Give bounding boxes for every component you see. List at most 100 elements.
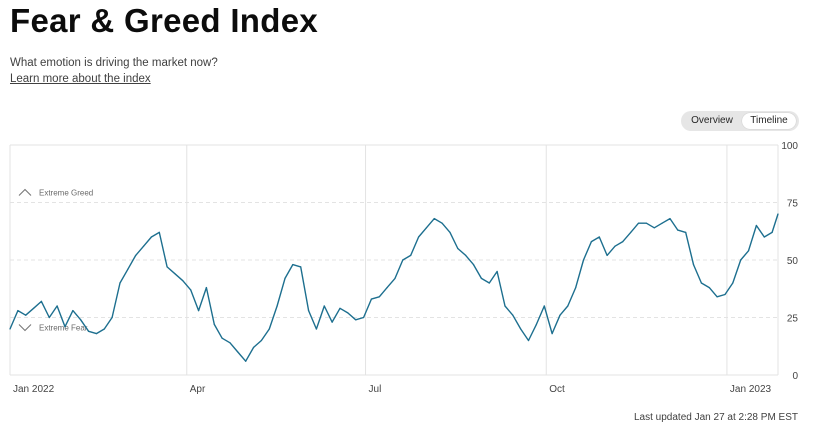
data-point [480,277,483,279]
data-point [449,231,451,233]
data-point [747,250,750,252]
data-point [771,231,773,233]
data-point [72,310,74,312]
data-point [347,312,349,314]
data-point [190,289,192,291]
data-point [268,328,270,330]
data-point [197,310,200,312]
data-point [40,300,43,302]
data-point [25,314,27,316]
data-point [637,222,640,224]
data-point [590,241,593,243]
data-point [598,236,600,238]
data-point [111,316,113,319]
overview-tab[interactable]: Overview [691,115,733,126]
data-point [724,293,726,296]
data-point [732,282,734,284]
data-point [582,259,585,261]
data-point [402,259,404,261]
data-point [245,360,247,362]
data-point [362,316,365,319]
data-point [496,270,498,273]
x-axis-ticks: Jan 2022 Apr Jul Oct Jan 2023 [13,384,772,395]
data-point [292,264,294,266]
data-point [567,305,569,307]
data-point [237,351,239,353]
data-point [119,282,121,284]
chart-bands: Extreme Greed Extreme Fear [18,188,93,333]
data-point [622,241,624,243]
data-point [716,296,718,298]
y-tick-label: 50 [787,256,799,267]
data-point [661,222,663,224]
data-point [252,346,255,348]
data-point [307,310,310,312]
chevron-up-icon [18,188,32,196]
data-point [677,229,679,231]
data-point [457,247,459,250]
x-tick-label: Jan 2023 [730,384,772,395]
data-point [708,287,710,289]
data-point [135,254,137,256]
data-point [777,213,779,215]
data-point [543,305,545,307]
chevron-down-icon [18,324,32,332]
data-point [488,282,490,284]
data-point [17,310,19,312]
data-point [606,254,608,256]
data-point [520,328,522,330]
data-point [32,307,35,309]
y-tick-label: 0 [792,371,798,382]
data-point [221,337,223,339]
timeline-tab[interactable]: Timeline [742,113,796,129]
data-point [535,323,538,325]
x-tick-label: Oct [549,384,565,395]
data-point [755,224,757,227]
y-tick-label: 75 [787,199,799,210]
data-point [465,254,467,256]
data-point [692,264,695,266]
data-point [740,259,742,261]
data-point [150,236,153,238]
data-point [417,236,420,238]
last-updated-text: Last updated Jan 27 at 2:28 PM EST [634,412,798,423]
data-point [323,305,325,307]
data-point [166,266,168,268]
data-point [213,323,215,325]
data-point [386,287,388,289]
data-point [284,277,286,279]
x-tick-label: Jul [369,384,382,395]
data-point [315,328,318,330]
data-point [260,339,263,342]
chart-series [9,213,779,362]
data-point [700,282,702,284]
data-point [645,222,647,224]
data-point [669,218,671,220]
data-point [103,328,105,330]
data-point [433,218,435,220]
data-point [614,245,616,247]
data-point [9,328,11,330]
data-point [441,222,443,224]
learn-more-link[interactable]: Learn more about the index [10,73,151,85]
data-point [205,287,208,289]
data-point [331,321,333,323]
band-label: Extreme Greed [39,189,93,198]
x-tick-label: Apr [190,384,206,395]
data-point [142,245,145,247]
data-point [575,287,577,289]
data-point [504,305,506,307]
data-point [370,298,373,300]
data-point [527,339,530,342]
page-subtitle: What emotion is driving the market now? [10,57,218,69]
x-tick-label: Jan 2022 [13,384,55,395]
data-point [127,268,129,270]
y-tick-label: 100 [781,141,798,152]
y-tick-label: 25 [787,314,799,325]
data-point [472,264,475,266]
data-point [87,330,90,332]
data-point [64,326,66,328]
data-point [300,266,302,268]
data-point [56,305,58,307]
data-point [559,314,561,316]
